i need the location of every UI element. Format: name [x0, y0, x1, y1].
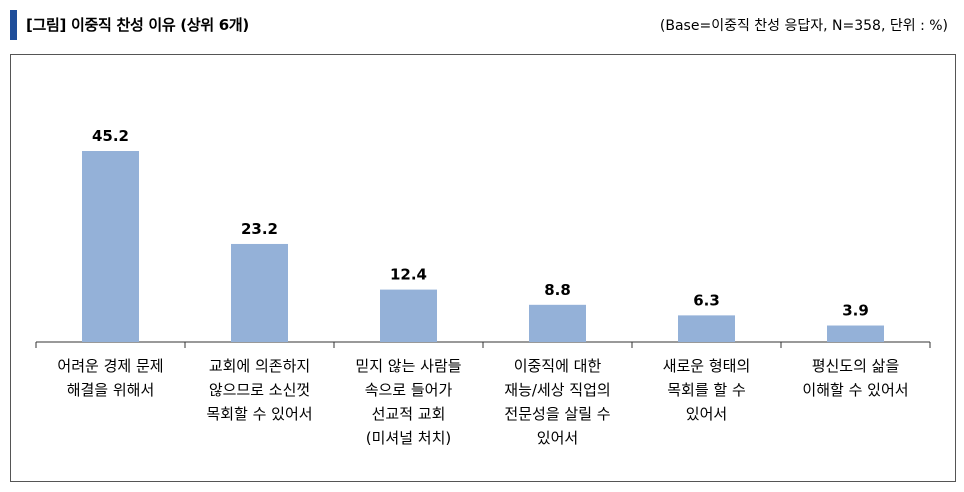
category-label-line: 어려운 경제 문제 [57, 357, 163, 375]
category-label-line: 해결을 위해서 [67, 381, 155, 399]
category-label-line: (미셔널 처치) [366, 429, 451, 447]
data-label-4: 8.8 [544, 281, 571, 299]
category-label-line: 있어서 [537, 429, 578, 447]
bar-5 [678, 315, 735, 342]
category-label-line: 않으므로 소신껏 [209, 381, 310, 399]
bar-4 [529, 304, 586, 342]
data-label-2: 23.2 [241, 220, 278, 238]
category-label-line: 있어서 [686, 405, 727, 423]
category-label-line: 목회할 수 있어서 [206, 405, 312, 423]
category-label-line: 이해할 수 있어서 [802, 381, 908, 399]
category-label-line: 믿지 않는 사람들 [355, 357, 461, 375]
bar-3 [380, 289, 437, 342]
chart-title: [그림] 이중직 찬성 이유 (상위 6개) [26, 16, 249, 34]
category-label-line: 새로운 형태의 [663, 357, 751, 375]
category-label-line: 이중직에 대한 [514, 357, 602, 375]
data-label-6: 3.9 [842, 302, 869, 320]
category-label-line: 전문성을 살릴 수 [504, 405, 610, 423]
data-label-3: 12.4 [390, 266, 427, 284]
category-label-line: 속으로 들어가 [365, 381, 453, 399]
bar-2 [231, 243, 288, 342]
bar-6 [827, 325, 884, 342]
data-label-5: 6.3 [693, 291, 720, 309]
category-label-line: 재능/세상 직업의 [504, 381, 610, 399]
category-label-line: 교회에 의존하지 [209, 357, 310, 375]
title-accent-bar [10, 10, 17, 40]
bar-1 [82, 151, 139, 342]
chart-frame [10, 54, 956, 482]
category-label-line: 선교적 교회 [372, 405, 446, 423]
data-label-1: 45.2 [92, 127, 129, 145]
base-note: (Base=이중직 찬성 응답자, N=358, 단위 : %) [659, 18, 948, 34]
category-label-line: 목회를 할 수 [667, 381, 746, 399]
category-label-line: 평신도의 삶을 [812, 357, 900, 375]
